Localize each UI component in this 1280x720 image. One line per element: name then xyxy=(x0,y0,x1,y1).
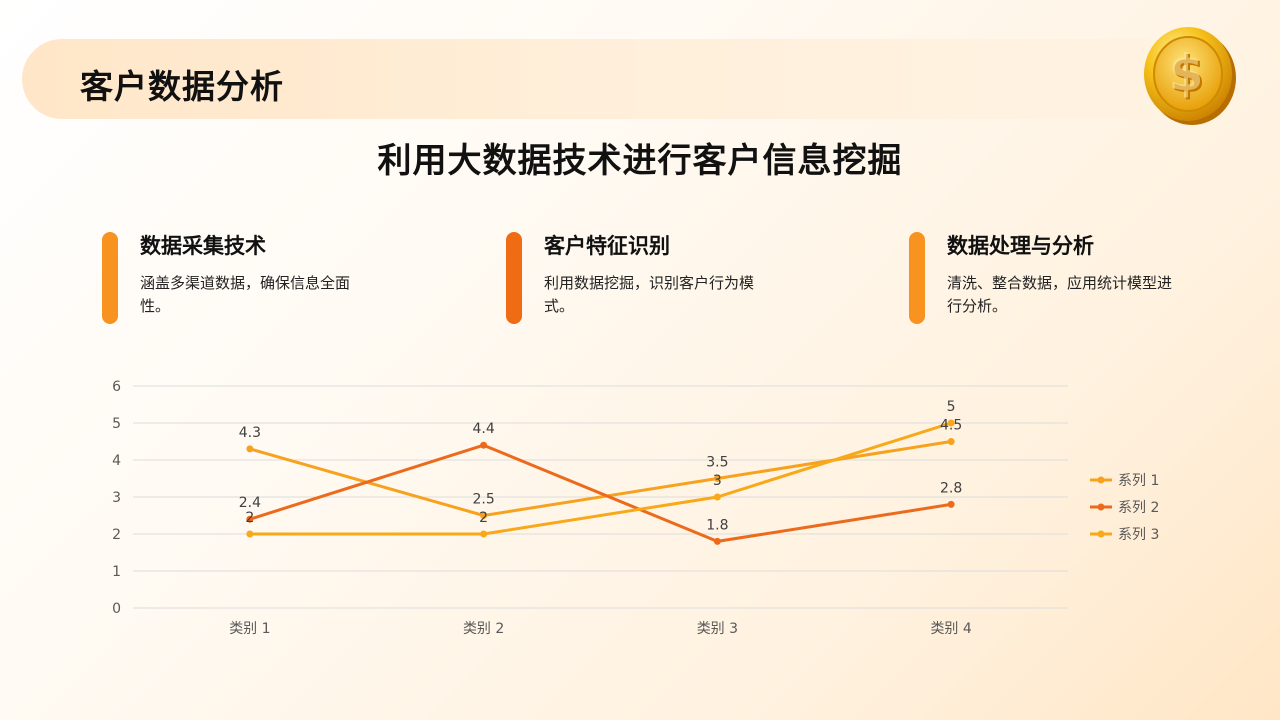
legend-swatch-marker xyxy=(1097,530,1105,538)
series-line-3 xyxy=(249,421,952,536)
card-title: 数据采集技术 xyxy=(140,234,266,258)
svg-text:$: $ xyxy=(1171,46,1206,104)
data-label-series-1: 2.5 xyxy=(472,492,494,508)
legend-label: 系列 2 xyxy=(1118,500,1159,516)
x-tick-label: 类别 2 xyxy=(463,621,504,637)
data-point-series-1 xyxy=(947,438,955,445)
x-tick-label: 类别 1 xyxy=(229,621,270,637)
y-tick-label: 6 xyxy=(112,379,121,395)
header-band xyxy=(22,39,1217,119)
series-line-1 xyxy=(249,440,952,517)
series-line-2 xyxy=(249,443,952,543)
data-point-series-2 xyxy=(947,500,955,508)
card-description: 清洗、整合数据，应用统计模型进行分析。 xyxy=(947,274,1173,315)
legend-swatch-marker xyxy=(1097,476,1105,484)
data-label-series-2: 4.4 xyxy=(472,421,494,437)
y-tick-label: 3 xyxy=(112,490,121,506)
dollar-coin-icon: $ $ xyxy=(1144,27,1236,125)
y-tick-label: 1 xyxy=(112,564,121,580)
data-label-series-1: 4.3 xyxy=(239,425,261,441)
data-point-series-3 xyxy=(713,493,721,501)
subtitle: 利用大数据技术进行客户信息挖掘 xyxy=(377,141,903,181)
data-label-series-3: 3 xyxy=(713,473,722,489)
data-label-series-3: 5 xyxy=(947,399,956,415)
y-tick-label: 5 xyxy=(112,416,121,432)
data-label-series-3: 2 xyxy=(245,510,254,526)
data-point-series-3 xyxy=(947,419,955,427)
legend-swatch-marker xyxy=(1097,503,1105,511)
legend-label: 系列 1 xyxy=(1118,473,1159,489)
data-label-series-2: 2.4 xyxy=(239,495,261,511)
data-label-series-3: 2 xyxy=(479,510,488,526)
data-point-series-1 xyxy=(246,445,254,453)
card-description: 涵盖多渠道数据，确保信息全面性。 xyxy=(140,274,351,315)
data-point-series-1 xyxy=(713,475,721,482)
legend-label: 系列 3 xyxy=(1118,527,1159,543)
feature-card-data-collection: 数据采集技术 涵盖多渠道数据，确保信息全面性。 xyxy=(102,230,402,325)
page-title: 客户数据分析 xyxy=(80,67,284,106)
data-point-series-1 xyxy=(480,512,488,519)
y-tick-label: 2 xyxy=(112,527,121,543)
x-tick-label: 类别 3 xyxy=(697,621,738,637)
y-tick-label: 0 xyxy=(112,601,121,617)
data-label-series-1: 3.5 xyxy=(706,455,728,471)
accent-bar xyxy=(506,232,522,324)
card-title: 客户特征识别 xyxy=(544,234,670,258)
data-label-series-2: 2.8 xyxy=(940,480,962,496)
data-point-series-2 xyxy=(246,515,254,523)
data-label-series-2: 1.8 xyxy=(706,517,728,533)
feature-card-data-analysis: 数据处理与分析 清洗、整合数据，应用统计模型进行分析。 xyxy=(909,230,1209,325)
feature-card-customer-profiling: 客户特征识别 利用数据挖掘，识别客户行为模式。 xyxy=(506,230,806,325)
data-point-series-3 xyxy=(246,530,254,538)
x-tick-label: 类别 4 xyxy=(930,621,971,637)
accent-bar xyxy=(102,232,118,324)
svg-text:$: $ xyxy=(1169,44,1204,102)
card-description: 利用数据挖掘，识别客户行为模式。 xyxy=(544,274,755,315)
data-point-series-3 xyxy=(480,530,488,538)
data-point-series-2 xyxy=(713,537,721,545)
data-point-series-2 xyxy=(480,441,488,449)
card-title: 数据处理与分析 xyxy=(947,234,1094,258)
accent-bar xyxy=(909,232,925,324)
y-tick-label: 4 xyxy=(112,453,121,469)
data-label-series-1: 4.5 xyxy=(940,418,962,434)
